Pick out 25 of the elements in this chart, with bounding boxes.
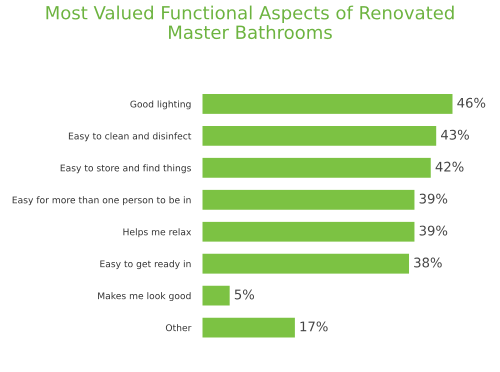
y-tick-label: Good lighting xyxy=(130,100,191,110)
bar xyxy=(202,318,295,338)
data-label: 5% xyxy=(234,289,254,300)
bar xyxy=(202,158,431,178)
y-tick-label: Other xyxy=(166,324,192,332)
data-label: 46% xyxy=(457,98,486,108)
data-label: 39% xyxy=(420,194,448,204)
bar xyxy=(202,286,230,306)
bar xyxy=(202,190,414,210)
y-tick-label: Easy for more than one person to be in xyxy=(12,196,191,206)
data-label: 43% xyxy=(441,130,469,140)
data-label: 39% xyxy=(420,226,448,236)
y-tick-label: Easy to clean and disinfect xyxy=(68,132,192,142)
bar xyxy=(202,94,452,114)
data-label: 42% xyxy=(436,162,464,172)
chart-title: Most Valued Functional Aspects of Renovated Master Bathrooms xyxy=(46,6,454,40)
y-tick-label: Easy to get ready in xyxy=(100,260,191,270)
data-label: 38% xyxy=(414,258,442,268)
bar xyxy=(202,222,414,242)
y-tick-label: Easy to store and find things xyxy=(60,164,191,174)
y-tick-label: Helps me relax xyxy=(123,228,192,238)
bar xyxy=(202,126,436,146)
bar xyxy=(202,254,410,274)
y-tick-label: Makes me look good xyxy=(98,292,191,302)
data-label: 17% xyxy=(300,321,328,332)
